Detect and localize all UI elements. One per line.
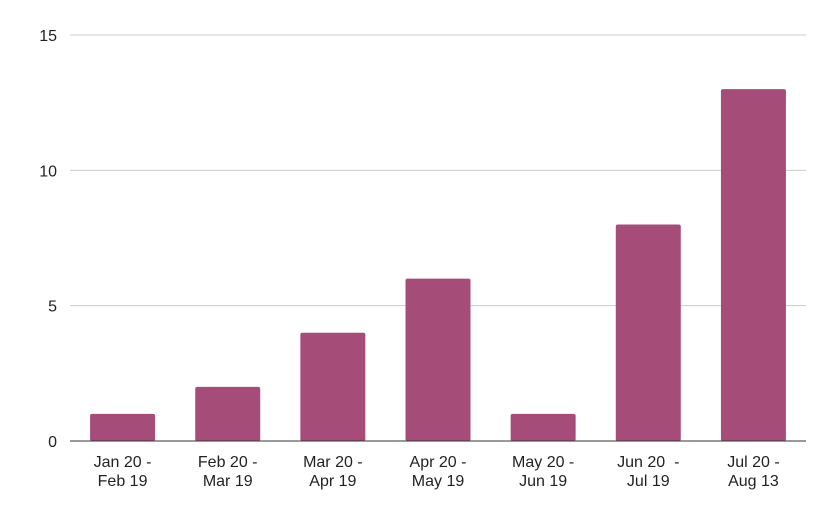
x-tick-label-line: Jan 20 - <box>94 454 152 471</box>
x-tick-label-line: Feb 20 - <box>198 454 258 471</box>
x-tick-label-line: Mar 19 <box>203 473 253 490</box>
x-tick-label: Apr 20 - May 19 <box>410 454 467 490</box>
bar <box>90 413 156 441</box>
x-tick-label: May 20 - Jun 19 <box>512 454 574 490</box>
x-tick-label-line: Apr 20 - <box>410 454 467 471</box>
gridlines <box>70 34 806 307</box>
x-tick-label-line: Feb 19 <box>98 473 148 490</box>
bar <box>405 278 471 441</box>
y-tick-label: 10 <box>39 163 57 180</box>
x-tick-label-line: Aug 13 <box>728 473 779 490</box>
x-tick-label-line: Jun 20 - <box>617 454 679 471</box>
bar <box>300 332 366 441</box>
x-tick-label: Jul 20 - Aug 13 <box>727 454 779 490</box>
x-axis-tick-labels: Jan 20 - Feb 19 Feb 20 - Mar 19 Mar 20 - Apr … <box>94 454 780 490</box>
x-tick-label-line: Jul 20 - <box>727 454 779 471</box>
bar <box>615 224 681 441</box>
x-tick-label-line: Apr 19 <box>309 473 356 490</box>
x-tick-label: Jun 20 - Jul 19 <box>617 454 679 490</box>
x-tick-label-line: Mar 20 - <box>303 454 363 471</box>
x-tick-label-line: May 19 <box>412 473 465 490</box>
x-tick-label-line: Jul 19 <box>627 473 670 490</box>
bar <box>720 89 786 441</box>
x-tick-label-line: May 20 - <box>512 454 574 471</box>
bar <box>510 413 576 441</box>
y-tick-label: 0 <box>48 434 57 451</box>
x-tick-label: Feb 20 - Mar 19 <box>198 454 258 490</box>
x-tick-label: Mar 20 - Apr 19 <box>303 454 363 490</box>
x-tick-label-line: Jun 19 <box>519 473 567 490</box>
bars <box>90 89 786 441</box>
y-tick-label: 15 <box>39 28 57 45</box>
y-tick-label: 5 <box>48 299 57 316</box>
bar <box>195 386 261 441</box>
x-tick-label: Jan 20 - Feb 19 <box>94 454 152 490</box>
y-axis-tick-labels: 0 5 10 15 <box>39 28 57 451</box>
